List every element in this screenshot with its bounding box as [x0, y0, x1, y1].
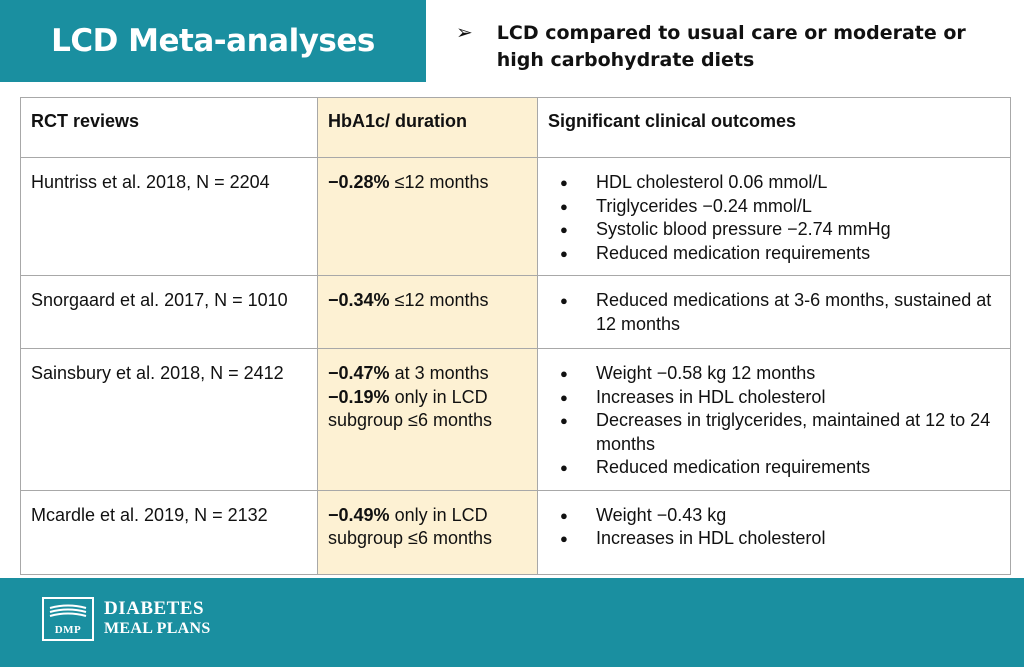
table-row: Snorgaard et al. 2017, N = 1010 −0.34% ≤1… — [20, 275, 1011, 349]
brand-logo: DMP DIABETES MEAL PLANS — [42, 597, 211, 641]
outcomes-list: Weight −0.58 kg 12 monthsIncreases in HD… — [548, 362, 1000, 480]
outcome-item: Increases in HDL cholesterol — [548, 527, 1000, 551]
footer-bar — [0, 578, 1024, 667]
outcomes-cell: HDL cholesterol 0.06 mmol/LTriglycerides… — [537, 157, 1011, 276]
logo-line-1: DIABETES — [104, 598, 205, 619]
outcomes-list: Reduced medications at 3-6 months, susta… — [548, 289, 1000, 336]
outcomes-list: Weight −0.43 kgIncreases in HDL choleste… — [548, 504, 1000, 551]
outcomes-list: HDL cholesterol 0.06 mmol/LTriglycerides… — [548, 171, 1000, 265]
outcome-item: Systolic blood pressure −2.74 mmHg — [548, 218, 1000, 242]
column-header-outcomes: Significant clinical outcomes — [537, 97, 1011, 158]
hba1c-cell: −0.34% ≤12 months — [317, 275, 538, 349]
column-header-hba1c: HbA1c/ duration — [317, 97, 538, 158]
hba1c-duration: only in LCD subgroup ≤6 months — [328, 386, 492, 431]
logo-line-2: MEAL PLANS — [104, 620, 211, 637]
outcome-item: Increases in HDL cholesterol — [548, 386, 1000, 410]
hba1c-value: −0.49% — [328, 504, 390, 525]
hba1c-value: −0.34% — [328, 290, 390, 310]
outcome-item: Weight −0.43 kg — [548, 504, 1000, 528]
hba1c-entry: −0.28% ≤12 months — [328, 171, 527, 195]
review-cell: Huntriss et al. 2018, N = 2204 — [20, 157, 318, 276]
column-header-reviews: RCT reviews — [20, 97, 318, 158]
meta-analyses-table: RCT reviews HbA1c/ duration Significant … — [20, 97, 1011, 575]
outcomes-cell: Reduced medications at 3-6 months, susta… — [537, 275, 1011, 349]
table-row: Sainsbury et al. 2018, N = 2412 −0.47% at… — [20, 348, 1011, 491]
table-row: Huntriss et al. 2018, N = 2204 −0.28% ≤12… — [20, 157, 1011, 276]
outcome-item: Decreases in triglycerides, maintained a… — [548, 409, 1000, 456]
title-banner: LCD Meta-analyses — [0, 0, 426, 82]
table-body: Huntriss et al. 2018, N = 2204 −0.28% ≤12… — [20, 157, 1011, 575]
hba1c-duration: ≤12 months — [389, 290, 489, 310]
outcomes-cell: Weight −0.43 kgIncreases in HDL choleste… — [537, 489, 1011, 575]
outcome-item: Reduced medication requirements — [548, 456, 1000, 480]
hba1c-value: −0.47% — [328, 363, 390, 383]
subtitle-text: LCD compared to usual care or moderate o… — [496, 22, 966, 71]
page-title: LCD Meta-analyses — [51, 23, 375, 59]
table-row: Mcardle et al. 2019, N = 2132 −0.49% only… — [20, 489, 1011, 575]
hba1c-entry: −0.49% only in LCD subgroup ≤6 months — [328, 504, 527, 551]
review-cell: Snorgaard et al. 2017, N = 1010 — [20, 275, 318, 349]
hba1c-entry: −0.34% ≤12 months — [328, 289, 527, 313]
hba1c-value: −0.28% — [328, 172, 390, 192]
arrowhead-icon: ➢ — [456, 22, 473, 44]
logo-abbreviation: DMP — [54, 624, 82, 636]
review-cell: Mcardle et al. 2019, N = 2132 — [20, 489, 318, 575]
hba1c-cell: −0.47% at 3 months −0.19% only in LCD sub… — [317, 348, 538, 491]
logo-mark: DMP — [42, 597, 94, 641]
outcome-item: Reduced medication requirements — [548, 242, 1000, 266]
logo-waves-icon — [49, 604, 87, 617]
hba1c-entry: −0.47% at 3 months — [328, 362, 527, 386]
outcome-item: Weight −0.58 kg 12 months — [548, 362, 1000, 386]
review-cell: Sainsbury et al. 2018, N = 2412 — [20, 348, 318, 491]
hba1c-duration: at 3 months — [389, 363, 489, 383]
subtitle: ➢ LCD compared to usual care or moderate… — [456, 20, 1016, 74]
hba1c-cell: −0.28% ≤12 months — [317, 157, 538, 276]
outcome-item: Triglycerides −0.24 mmol/L — [548, 195, 1000, 219]
hba1c-value: −0.19% — [328, 386, 390, 407]
table-header-row: RCT reviews HbA1c/ duration Significant … — [20, 97, 1011, 158]
outcome-item: HDL cholesterol 0.06 mmol/L — [548, 171, 1000, 195]
logo-wordmark: DIABETES MEAL PLANS — [104, 599, 211, 639]
hba1c-duration: only in LCD subgroup ≤6 months — [328, 504, 492, 549]
outcomes-cell: Weight −0.58 kg 12 monthsIncreases in HD… — [537, 348, 1011, 491]
outcome-item: Reduced medications at 3-6 months, susta… — [548, 289, 1000, 336]
hba1c-duration: ≤12 months — [389, 172, 489, 192]
hba1c-entry: −0.19% only in LCD subgroup ≤6 months — [328, 386, 527, 433]
hba1c-cell: −0.49% only in LCD subgroup ≤6 months — [317, 489, 538, 575]
